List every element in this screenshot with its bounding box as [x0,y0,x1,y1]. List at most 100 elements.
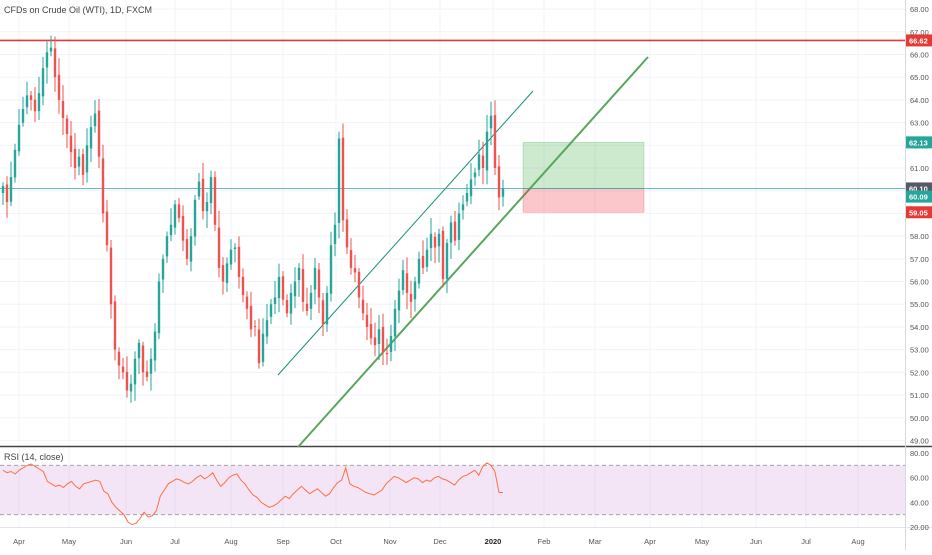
candle-body [41,68,45,97]
candle-body [105,211,109,246]
candle-body [325,292,329,325]
candle-body [381,326,385,352]
candle-body [141,345,145,373]
rsi-tick-label: 20.00 [910,523,929,532]
candle-body [301,269,305,302]
candle-body [457,213,461,240]
candle-body [9,177,13,202]
candle-body [193,199,197,237]
candle-body [57,74,61,100]
candle-body [225,263,229,283]
candle-body [417,258,421,284]
candle-body [297,267,301,280]
candle-body [433,236,437,248]
candle-body [333,224,337,244]
candle-body [265,320,269,337]
candle-body [53,48,57,78]
time-tick-label: Jun [120,537,132,546]
candle-body [269,304,273,317]
candle-body [93,113,97,127]
price-tick-label: 51.00 [910,391,929,400]
candle-body [429,233,433,248]
candle-body [233,247,237,249]
drawing-layer [0,39,905,448]
candle-body [125,371,129,391]
target-price-label-bg [906,136,932,149]
candle-body [281,276,285,300]
candle-body [401,270,405,291]
candle-body [117,351,121,366]
candle-body [277,276,281,299]
price-tick-label: 67.00 [910,28,929,37]
rsi-layer [0,462,905,526]
candle-body [273,297,277,305]
candle-body [109,247,113,305]
candle-body [189,236,193,262]
candle-body [121,366,125,373]
candle-body [305,303,309,312]
candle-body [161,258,165,280]
candle-body [173,204,177,228]
candle-body [377,329,381,344]
candle-body [137,342,141,359]
stop-price-label-bg [906,206,932,219]
time-tick-label: Nov [383,537,397,546]
candle-body [453,221,457,241]
candle-body [389,336,393,352]
time-tick-label: Apr [13,537,25,546]
candle-body [465,192,469,202]
candle-body [257,329,261,364]
price-tick-label: 49.00 [910,436,929,445]
candle-body [185,239,189,259]
candle-body [165,236,169,257]
candle-body [5,184,9,203]
time-tick-label: Jun [750,537,762,546]
trendline-support [297,56,649,448]
candle-layer [1,35,505,403]
candle-body [181,215,185,241]
price-tick-label: 58.00 [910,232,929,241]
rsi-line [2,462,503,526]
candle-body [393,308,397,337]
candle-body [153,331,157,361]
candle-body [405,273,409,293]
candle-body [61,100,65,119]
candle-body [361,299,365,314]
time-tick-label: 2020 [485,537,502,546]
candle-body [245,296,249,309]
rsi-tick-label: 40.00 [910,498,929,507]
candle-body [369,323,373,339]
candle-body [317,269,321,298]
candle-body [489,115,493,129]
candle-body [413,281,417,300]
candle-body [217,227,221,268]
candle-body [69,135,73,153]
candle-body [481,155,485,169]
candle-body [145,371,149,377]
candle-body [385,352,389,355]
candle-body [373,337,377,346]
time-tick-label: Jul [801,537,811,546]
rsi-title: RSI (14, close) [4,452,64,462]
candle-body [409,293,413,302]
entry-price-label-bg [906,190,932,203]
candle-body [253,326,257,328]
candle-body [29,95,33,100]
loss-zone [522,188,645,213]
price-tick-label: 61.00 [910,164,929,173]
candle-body [205,202,209,212]
candle-body [177,204,181,218]
candle-body [421,256,425,268]
current-price-label: 60.10 [909,184,928,193]
time-tick-label: Aug [224,537,237,546]
price-tick-label: 57.00 [910,255,929,264]
candle-body [133,358,137,385]
target-price-label: 62.13 [909,138,928,147]
candle-body [353,268,357,273]
price-tick-label: 63.00 [910,119,929,128]
candle-body [285,300,289,314]
time-tick-label: Sep [276,537,289,546]
candle-body [21,108,25,123]
candle-body [49,47,53,52]
